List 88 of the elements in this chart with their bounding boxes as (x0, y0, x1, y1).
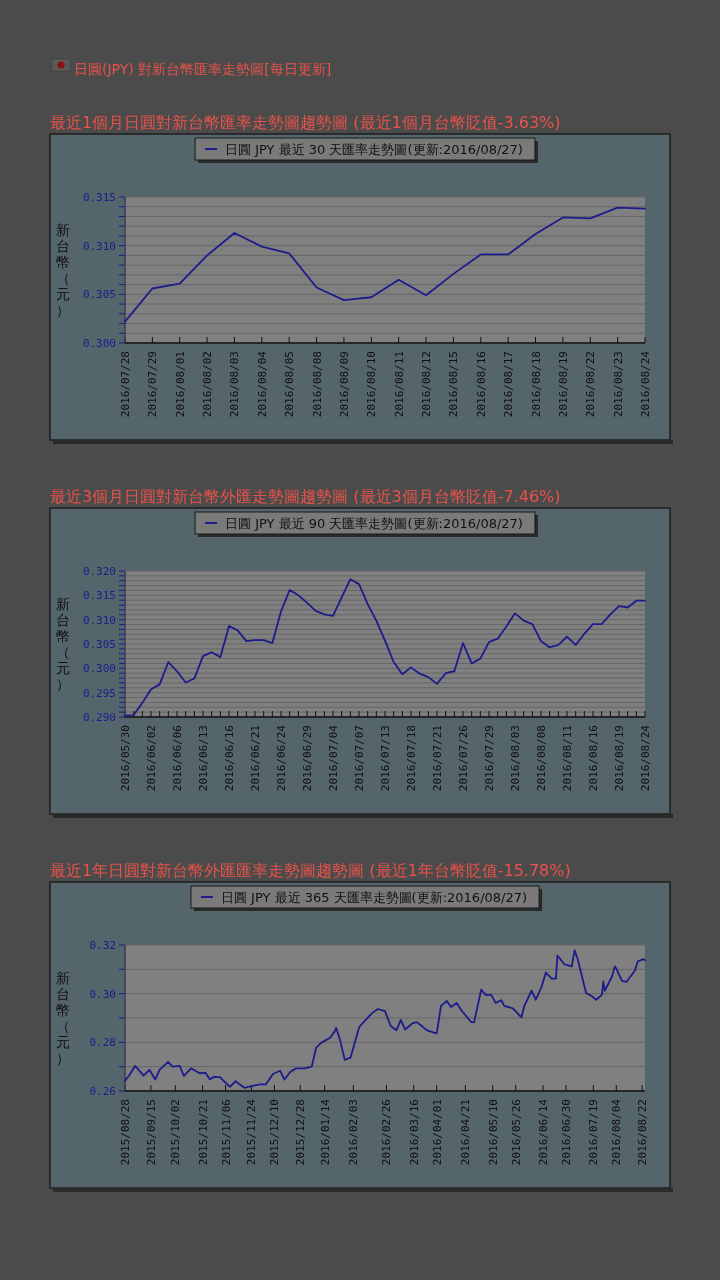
x-tick-label: 2016/08/17 (502, 351, 516, 418)
x-tick-label: 2015/10/21 (196, 1099, 210, 1166)
x-tick-label: 2016/07/28 (119, 351, 132, 418)
x-tick-label: 2016/08/18 (529, 351, 543, 418)
y-tick-label: 0.300 (82, 662, 116, 676)
x-tick-label: 2016/02/26 (380, 1099, 394, 1166)
x-tick-label: 2016/06/02 (145, 725, 158, 792)
x-tick-label: 2016/04/21 (459, 1099, 473, 1166)
x-tick-label: 2016/08/19 (613, 725, 626, 792)
x-tick-label: 2016/07/26 (457, 725, 470, 792)
x-tick-label: 2016/08/11 (392, 351, 406, 418)
x-tick-label: 2016/07/29 (483, 725, 496, 792)
y-tick-label: 0.295 (82, 686, 116, 700)
x-tick-label: 2016/06/30 (559, 1099, 573, 1166)
x-tick-label: 2016/07/21 (431, 725, 444, 792)
y-tick-label: 0.310 (82, 239, 116, 253)
x-tick-label: 2016/07/29 (146, 351, 160, 418)
x-tick-label: 2016/08/08 (535, 725, 548, 792)
y-tick-label: 0.32 (89, 939, 116, 952)
x-tick-label: 2016/07/07 (353, 725, 366, 792)
x-tick-label: 2015/12/10 (268, 1099, 282, 1166)
x-tick-label: 2016/08/16 (474, 351, 488, 418)
text: 日圓(JPY) 對新台幣匯率走勢圖[每日更新] (74, 61, 332, 77)
line-series (124, 949, 646, 1089)
y-axis-title: 新台幣（元） (56, 596, 70, 692)
x-tick-label: 2016/08/08 (310, 351, 324, 418)
x-tick-label: 2016/07/13 (379, 725, 392, 792)
x-tick-label: 2016/03/16 (407, 1099, 421, 1166)
x-tick-label: 2016/08/24 (639, 350, 652, 418)
x-tick-label: 2016/08/11 (561, 725, 574, 792)
x-tick-label: 2015/10/02 (169, 1099, 183, 1166)
x-tick-label: 2016/08/05 (283, 351, 297, 418)
y-tick-label: 0.305 (82, 288, 116, 302)
x-tick-label: 2016/05/30 (119, 725, 132, 792)
y-tick-label: 0.30 (89, 987, 116, 1001)
y-axis-title: 新台幣（元） (56, 222, 70, 318)
x-tick-label: 2016/08/02 (201, 351, 215, 418)
x-tick-label: 2016/08/19 (556, 351, 570, 418)
x-tick-label: 2016/08/12 (420, 351, 434, 418)
x-tick-label: 2015/09/15 (144, 1099, 158, 1166)
x-tick-label: 2016/08/04 (610, 1098, 624, 1166)
x-tick-label: 2016/02/03 (347, 1099, 361, 1166)
y-tick-label: 0.315 (82, 589, 116, 603)
x-tick-label: 2016/06/06 (171, 725, 184, 792)
x-tick-label: 2016/06/13 (197, 725, 210, 792)
y-tick-label: 0.315 (82, 191, 116, 204)
y-tick-label: 0.320 (82, 565, 116, 578)
y-tick-label: 0.26 (89, 1085, 116, 1098)
x-tick-label: 2016/04/01 (430, 1099, 444, 1166)
x-tick-label: 2016/08/09 (337, 351, 351, 418)
chart-title: 最近1個月日圓對新台幣匯率走勢圖趨勢圖 (最近1個月台幣貶值-3.63%) (50, 113, 561, 132)
x-tick-label: 2016/01/14 (318, 1098, 332, 1166)
y-tick-label: 0.310 (82, 613, 116, 627)
x-tick-label: 2016/08/04 (255, 350, 269, 418)
x-tick-label: 2016/05/10 (486, 1099, 500, 1166)
x-tick-label: 2016/08/24 (639, 724, 652, 792)
legend-label: 日圓 JPY 最近 90 天匯率走勢圖(更新:2016/08/27) (225, 516, 523, 531)
y-axis-title: 新台幣（元） (56, 970, 70, 1066)
y-tick-label: 0.300 (82, 337, 116, 350)
x-tick-label: 2016/08/01 (173, 351, 187, 418)
chart-title: 最近1年日圓對新台幣外匯匯率走勢圖趨勢圖 (最近1年台幣貶值-15.78%) (50, 861, 571, 880)
x-tick-label: 2016/07/04 (327, 724, 340, 792)
x-tick-label: 2016/08/22 (636, 1099, 650, 1166)
legend-label: 日圓 JPY 最近 30 天匯率走勢圖(更新:2016/08/27) (225, 142, 523, 157)
y-tick-label: 0.305 (82, 638, 116, 651)
x-tick-label: 2015/12/28 (294, 1099, 308, 1166)
x-tick-label: 2016/06/29 (301, 725, 314, 792)
x-tick-label: 2016/06/21 (249, 725, 262, 792)
y-tick-label: 0.290 (82, 711, 116, 724)
x-tick-label: 2016/08/03 (228, 351, 242, 418)
x-tick-label: 2016/07/19 (587, 1099, 601, 1166)
x-tick-label: 2016/06/16 (223, 725, 236, 792)
x-tick-label: 2015/08/28 (119, 1099, 132, 1166)
x-tick-label: 2016/08/15 (447, 351, 461, 418)
chart-title: 最近3個月日圓對新台幣外匯走勢圖趨勢圖 (最近3個月台幣貶值-7.46%) (50, 487, 561, 506)
x-tick-label: 2016/06/14 (537, 1098, 551, 1166)
x-tick-label: 2015/11/06 (219, 1099, 233, 1166)
x-tick-label: 2016/05/26 (509, 1099, 523, 1166)
x-tick-label: 2016/08/16 (587, 725, 600, 792)
x-tick-label: 2016/08/10 (365, 351, 379, 418)
x-tick-label: 2016/08/23 (611, 351, 625, 418)
x-tick-label: 2016/08/03 (509, 725, 522, 792)
legend-label: 日圓 JPY 最近 365 天匯率走勢圖(更新:2016/08/27) (220, 890, 528, 905)
x-tick-label: 2016/07/18 (405, 725, 418, 792)
x-tick-label: 2016/08/22 (584, 351, 598, 418)
x-tick-label: 2016/06/24 (275, 724, 288, 792)
y-tick-label: 0.28 (89, 1036, 116, 1050)
x-tick-label: 2015/11/24 (245, 1098, 259, 1166)
